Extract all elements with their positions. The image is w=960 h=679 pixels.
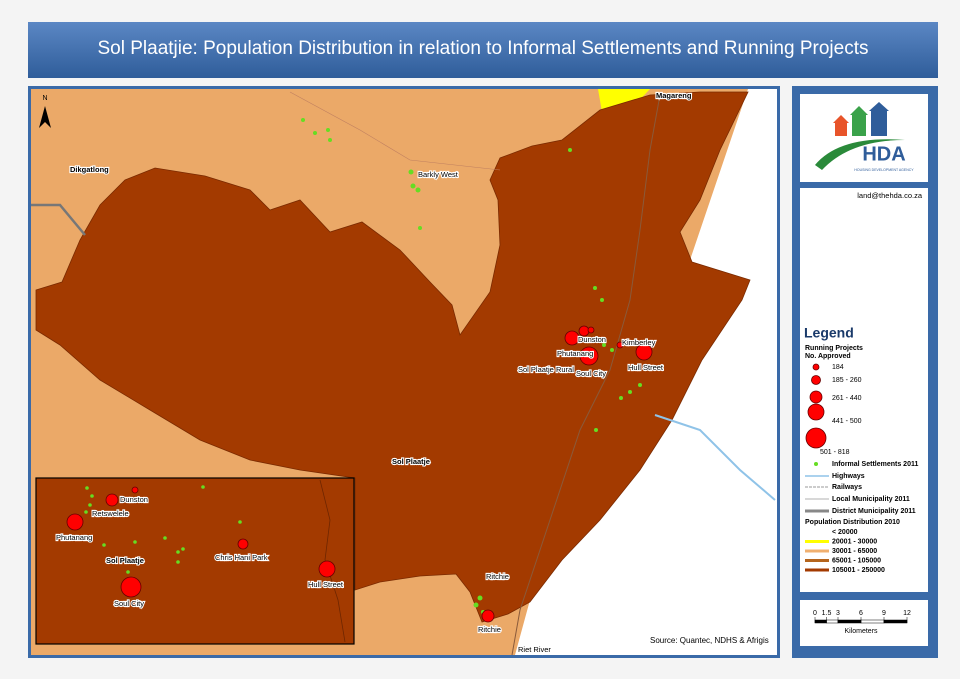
scale-segment bbox=[883, 619, 908, 624]
scale-bar: 0 1.5 3 6 9 12 Kilometers bbox=[813, 610, 911, 635]
logo-subtitle: HOUSING DEVELOPMENT AGENCY bbox=[854, 168, 914, 172]
place-label: Dikgatlong bbox=[70, 165, 109, 174]
legend-label: 30001 - 65000 bbox=[832, 548, 877, 555]
legend-label: 441 - 500 bbox=[832, 418, 862, 425]
legend-box bbox=[800, 188, 928, 592]
road bbox=[289, 91, 501, 171]
legend-heading: Running Projects bbox=[805, 345, 863, 352]
legend-symbol bbox=[805, 427, 827, 449]
inset-frame bbox=[35, 477, 355, 645]
legend-label: Highways bbox=[832, 473, 865, 480]
highway bbox=[654, 414, 776, 501]
legend-label: District Municipality 2011 bbox=[832, 508, 916, 515]
title: Sol Plaatjie: Population Distribution in… bbox=[98, 38, 869, 59]
scale-unit: Kilometers bbox=[844, 628, 878, 635]
municipality bbox=[35, 91, 751, 623]
scale-label: 1.5 bbox=[822, 610, 832, 617]
inset-label: Sol Plaatje bbox=[106, 556, 144, 565]
scale-segment bbox=[860, 619, 885, 624]
legend-label: Railways bbox=[832, 484, 862, 491]
legend-title: Legend bbox=[804, 325, 854, 341]
informal-settlements bbox=[301, 118, 642, 614]
legend-label: Informal Settlements 2011 bbox=[832, 461, 918, 468]
scale-label: 12 bbox=[903, 610, 911, 617]
legend-label: 184 bbox=[832, 364, 844, 371]
place-label: Sol Plaatje bbox=[392, 457, 430, 466]
north-arrow bbox=[39, 106, 51, 128]
legend-symbol bbox=[807, 403, 825, 421]
scale-label: 9 bbox=[882, 610, 886, 617]
place-label: Dunston bbox=[578, 335, 606, 344]
legend-label: Local Municipality 2011 bbox=[832, 496, 910, 503]
scale-segment bbox=[837, 619, 862, 624]
legend-symbol bbox=[812, 363, 820, 371]
legend-label: 261 - 440 bbox=[832, 395, 862, 402]
legend-label: 185 - 260 bbox=[832, 377, 862, 384]
email: land@thehda.co.za bbox=[857, 191, 923, 200]
place-label: Ritchie bbox=[486, 572, 509, 581]
scale-label: 0 bbox=[813, 610, 817, 617]
region-yellow bbox=[598, 89, 650, 112]
place-label: Riet River bbox=[518, 645, 551, 654]
legend-heading: No. Approved bbox=[805, 353, 851, 360]
logo-text: HDA bbox=[862, 143, 905, 165]
place-label: Soul City bbox=[576, 369, 606, 378]
running-projects bbox=[481, 325, 653, 623]
place-label: Sol Plaatje Rural bbox=[518, 365, 574, 374]
place-label: Hull Street bbox=[628, 363, 664, 372]
place-label: Barkly West bbox=[418, 170, 459, 179]
place-label: Ritchie bbox=[478, 625, 501, 634]
legend: 184 185 - 260 261 - 440 441 - 500 501 - 818 I… bbox=[805, 363, 918, 574]
map: N Dikgatlong Barkly West Magareng Dunsto… bbox=[31, 89, 777, 656]
logo: HDA HOUSING DEVELOPMENT AGENCY bbox=[815, 102, 914, 172]
inset-label: Phutanang bbox=[56, 533, 92, 542]
scale-label: 3 bbox=[836, 610, 840, 617]
railway bbox=[511, 94, 661, 656]
legend-label: 65001 - 105000 bbox=[832, 557, 881, 564]
district-boundary bbox=[31, 203, 86, 236]
place-label: Magareng bbox=[656, 91, 692, 100]
legend-label: 105001 - 250000 bbox=[832, 567, 885, 574]
place-label: Kimberley bbox=[622, 338, 656, 347]
inset: Dunston Retswelele Phutanang Sol Plaatje… bbox=[35, 477, 355, 645]
inset-label: Chris Hani Park bbox=[215, 553, 268, 562]
inset-label: Retswelele bbox=[92, 509, 129, 518]
title-bar bbox=[28, 22, 938, 78]
legend-label: < 20000 bbox=[832, 529, 858, 536]
place-label: Phutanang bbox=[557, 349, 593, 358]
scale-segment bbox=[826, 619, 839, 624]
scale-label: 6 bbox=[859, 610, 863, 617]
north-label: N bbox=[42, 95, 47, 102]
legend-label: 501 - 818 bbox=[820, 449, 850, 456]
legend-label: 20001 - 30000 bbox=[832, 538, 877, 545]
inset-label: Hull Street bbox=[308, 580, 344, 589]
inset-label: Dunston bbox=[120, 495, 148, 504]
legend-symbol bbox=[809, 390, 823, 404]
inset-rail bbox=[319, 479, 346, 643]
scale-segment bbox=[814, 619, 827, 624]
legend-symbol bbox=[811, 375, 821, 385]
source: Source: Quantec, NDHS & Afrigis bbox=[650, 636, 769, 645]
legend-symbol bbox=[814, 462, 818, 466]
inset-label: Soul City bbox=[114, 599, 144, 608]
legend-heading: Population Distribution 2010 bbox=[805, 519, 900, 526]
